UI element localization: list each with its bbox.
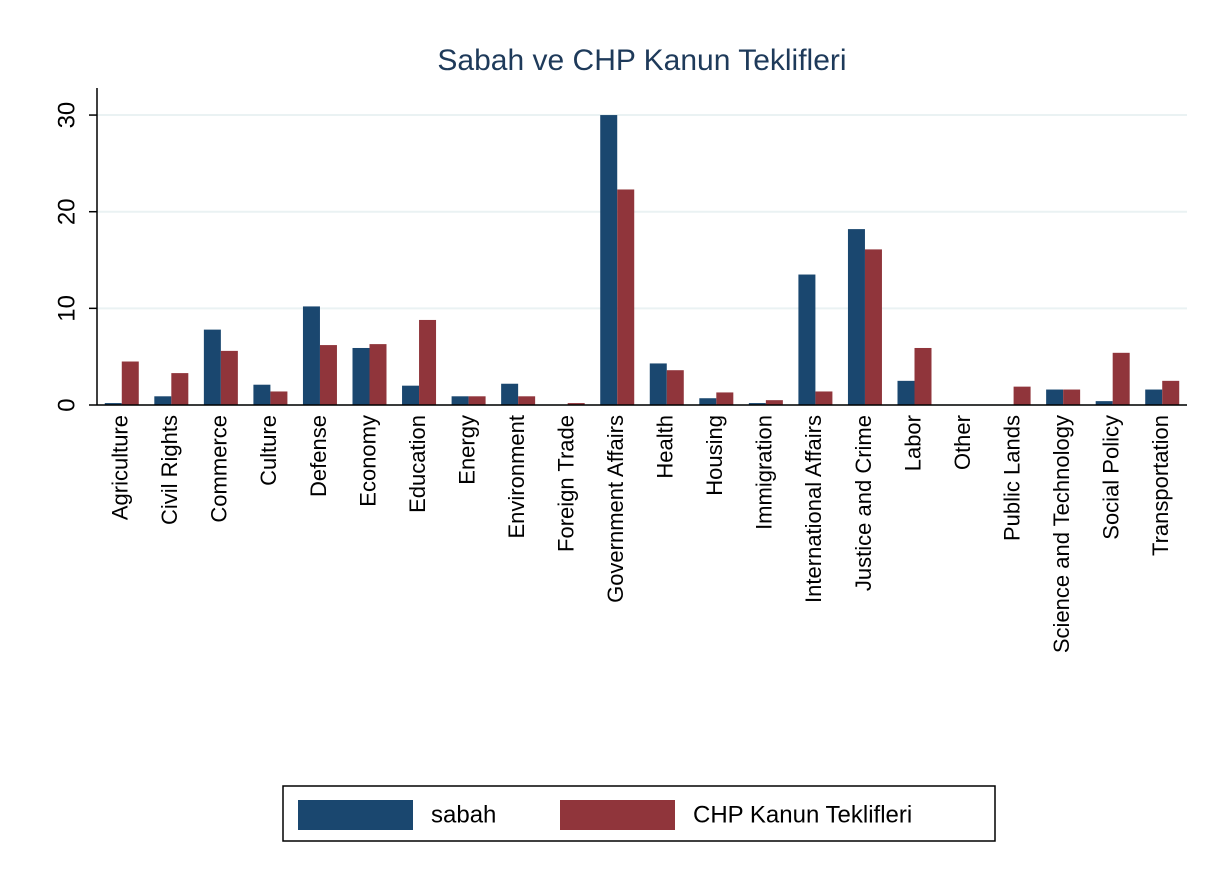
x-tick-label: Economy xyxy=(355,415,380,507)
x-tick-label: Transportation xyxy=(1148,415,1173,556)
bar xyxy=(203,329,221,405)
legend-swatch xyxy=(560,800,675,830)
x-tick-label: Labor xyxy=(900,415,925,471)
bar xyxy=(617,189,635,405)
bar xyxy=(1162,380,1180,405)
x-tick-label: Environment xyxy=(504,415,529,539)
bar xyxy=(1063,389,1081,405)
bar xyxy=(220,350,238,405)
x-tick-label: Social Policy xyxy=(1098,415,1123,540)
x-tick-label: Agriculture xyxy=(108,415,133,520)
x-tick-label: Commerce xyxy=(207,415,232,523)
bar xyxy=(319,345,337,405)
bar xyxy=(864,249,882,405)
bar xyxy=(699,398,717,405)
x-tick-label: Foreign Trade xyxy=(553,415,578,552)
bar xyxy=(518,396,536,405)
bar xyxy=(171,373,189,405)
x-tick-label: Culture xyxy=(256,415,281,486)
bar xyxy=(369,344,387,405)
bar xyxy=(748,403,766,405)
bar xyxy=(253,384,271,405)
y-tick-label: 20 xyxy=(53,198,80,225)
x-tick-label: Education xyxy=(405,415,430,513)
bar xyxy=(270,391,288,405)
y-tick-label: 0 xyxy=(53,398,80,411)
legend-label: sabah xyxy=(431,801,496,828)
bar xyxy=(154,396,172,405)
bar xyxy=(1095,401,1113,405)
x-tick-label: Justice and Crime xyxy=(851,415,876,591)
bar xyxy=(402,385,420,405)
bar xyxy=(468,396,486,405)
bar xyxy=(765,400,783,405)
bar xyxy=(104,403,122,405)
bar xyxy=(302,306,320,405)
bar xyxy=(419,319,437,405)
bar xyxy=(567,403,585,405)
bar xyxy=(352,347,370,405)
bar xyxy=(914,347,932,405)
bar xyxy=(501,383,519,405)
x-tick-label: International Affairs xyxy=(801,415,826,603)
x-tick-label: Public Lands xyxy=(999,415,1024,541)
y-tick-label: 30 xyxy=(53,102,80,129)
bar xyxy=(666,370,684,405)
legend-label: CHP Kanun Teklifleri xyxy=(693,801,912,828)
bar xyxy=(716,392,734,405)
x-tick-label: Health xyxy=(653,415,678,479)
legend-swatch xyxy=(298,800,413,830)
x-tick-label: Defense xyxy=(306,415,331,497)
bar xyxy=(847,229,865,405)
x-tick-label: Other xyxy=(950,415,975,470)
bar xyxy=(121,361,139,405)
bar xyxy=(897,380,915,405)
legend: sabah CHP Kanun Teklifleri xyxy=(282,785,996,842)
bar xyxy=(1145,389,1163,405)
bar xyxy=(649,363,667,405)
y-tick-label: 10 xyxy=(53,295,80,322)
chart-title: Sabah ve CHP Kanun Teklifleri xyxy=(437,44,846,77)
bar xyxy=(451,396,469,405)
x-tick-label: Energy xyxy=(454,415,479,485)
bar xyxy=(600,115,618,405)
x-tick-label: Government Affairs xyxy=(603,415,628,603)
x-tick-label: Science and Technology xyxy=(1049,415,1074,653)
bar xyxy=(1046,389,1064,405)
bar xyxy=(815,391,833,405)
bar xyxy=(798,274,816,405)
x-tick-label: Housing xyxy=(702,415,727,496)
bar xyxy=(1013,386,1031,405)
bar xyxy=(1112,352,1130,405)
x-tick-label: Immigration xyxy=(752,415,777,530)
x-tick-label: Civil Rights xyxy=(157,415,182,525)
